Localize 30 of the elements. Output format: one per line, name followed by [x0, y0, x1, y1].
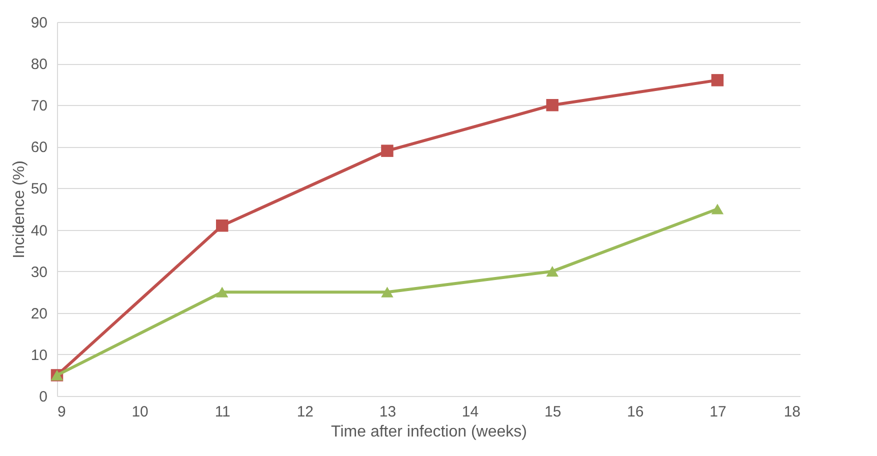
y-axis-title: Incidence (%) — [10, 160, 28, 258]
point — [216, 220, 228, 232]
x-tick-label: 11 — [214, 404, 230, 420]
point — [546, 266, 558, 277]
x-tick-label: 14 — [462, 404, 479, 420]
x-tick-label: 15 — [544, 404, 562, 420]
point — [546, 98, 558, 112]
y-tick-label: 30 — [30, 264, 48, 281]
x-tick-label: 18 — [784, 404, 800, 420]
y-tick-label: 70 — [30, 98, 48, 115]
point — [711, 204, 724, 214]
point — [381, 144, 394, 157]
y-tick-label: 90 — [30, 14, 48, 32]
y-tick-label: 80 — [30, 56, 48, 74]
y-tick-label: 40 — [30, 222, 48, 240]
y-tick-label: 10 — [30, 346, 48, 364]
y-tick-label: 50 — [30, 180, 48, 198]
y-tick-label: 0 — [39, 388, 48, 406]
x-tick-label: 13 — [379, 404, 396, 420]
point — [216, 286, 228, 298]
x-tick-label: 9 — [58, 404, 66, 420]
point — [381, 286, 394, 298]
point — [711, 74, 724, 86]
x-axis-title: Time after infection (weeks) — [331, 424, 527, 440]
x-tick-label: 12 — [296, 404, 314, 420]
y-tick-label: 20 — [30, 305, 48, 322]
x-tick-label: 16 — [627, 404, 644, 420]
x-tick-label: 17 — [710, 404, 726, 420]
y-tick-label: 60 — [30, 139, 48, 156]
x-tick-label: 10 — [132, 404, 148, 420]
